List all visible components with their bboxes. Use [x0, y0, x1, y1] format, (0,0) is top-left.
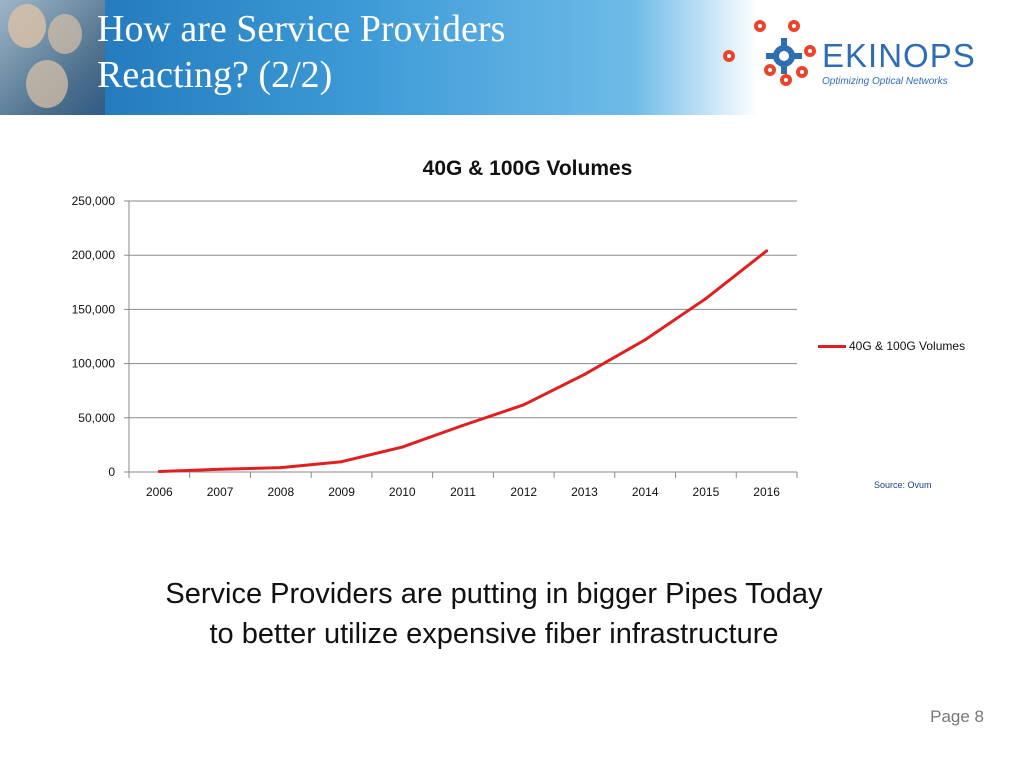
x-tick-label: 2014: [632, 485, 659, 499]
data-point: [765, 249, 769, 253]
y-tick-label: 0: [108, 465, 115, 479]
slide-caption: Service Providers are putting in bigger …: [74, 574, 914, 654]
ekinops-logo: EKINOPS Optimizing Optical Networks: [712, 18, 1012, 98]
logo-tagline: Optimizing Optical Networks: [822, 76, 948, 87]
data-point: [340, 460, 344, 464]
data-point: [279, 466, 283, 470]
x-tick-label: 2012: [510, 485, 537, 499]
chart-series: [157, 249, 769, 473]
data-point: [400, 445, 404, 449]
slide-title-line2: Reacting? (2/2): [97, 54, 333, 96]
logo-wordmark: EKINOPS: [822, 37, 976, 74]
data-point: [522, 403, 526, 407]
data-point: [157, 469, 161, 473]
slide-title-line1: How are Service Providers: [97, 8, 506, 50]
legend-label: 40G & 100G Volumes: [849, 339, 966, 353]
x-tick-label: 2015: [693, 485, 720, 499]
y-tick-label: 50,000: [78, 411, 115, 425]
slide-header: How are Service Providers Reacting? (2/2…: [0, 0, 1024, 115]
series-line: [159, 249, 768, 473]
x-tick-label: 2009: [328, 485, 355, 499]
source-note: Source: Ovum: [874, 480, 932, 490]
chart-legend: 40G & 100G Volumes: [818, 339, 965, 353]
logo-dots-icon: [723, 20, 816, 86]
legend-swatch: [818, 345, 846, 349]
y-tick-label: 200,000: [72, 248, 116, 262]
x-tick-label: 2013: [571, 485, 598, 499]
page-number: Page 8: [930, 707, 984, 726]
x-tick-label: 2011: [450, 485, 476, 499]
slide-title: How are Service Providers Reacting? (2/2…: [97, 6, 617, 98]
y-tick-label: 100,000: [72, 357, 116, 371]
data-point: [582, 372, 586, 376]
header-photo: [0, 0, 105, 115]
chart-axes: 0 50,000 100,000 150,000 200,000 250,000 2006 2…: [72, 194, 798, 499]
y-tick-label: 250,000: [72, 194, 116, 208]
data-point: [643, 338, 647, 342]
y-tick-label: 150,000: [72, 302, 116, 316]
x-tick-label: 2007: [207, 485, 234, 499]
x-tick-label: 2006: [146, 485, 173, 499]
x-tick-label: 2010: [389, 485, 416, 499]
data-point: [461, 423, 465, 427]
data-point: [704, 297, 708, 301]
chart-title: 40G & 100G Volumes: [422, 157, 633, 180]
caption-line2: to better utilize expensive fiber infras…: [209, 618, 779, 650]
caption-line1: Service Providers are putting in bigger …: [165, 578, 823, 610]
data-point: [218, 467, 222, 471]
chart-gridlines: [129, 200, 797, 419]
x-tick-label: 2008: [267, 485, 294, 499]
x-tick-label: 2016: [753, 485, 780, 499]
